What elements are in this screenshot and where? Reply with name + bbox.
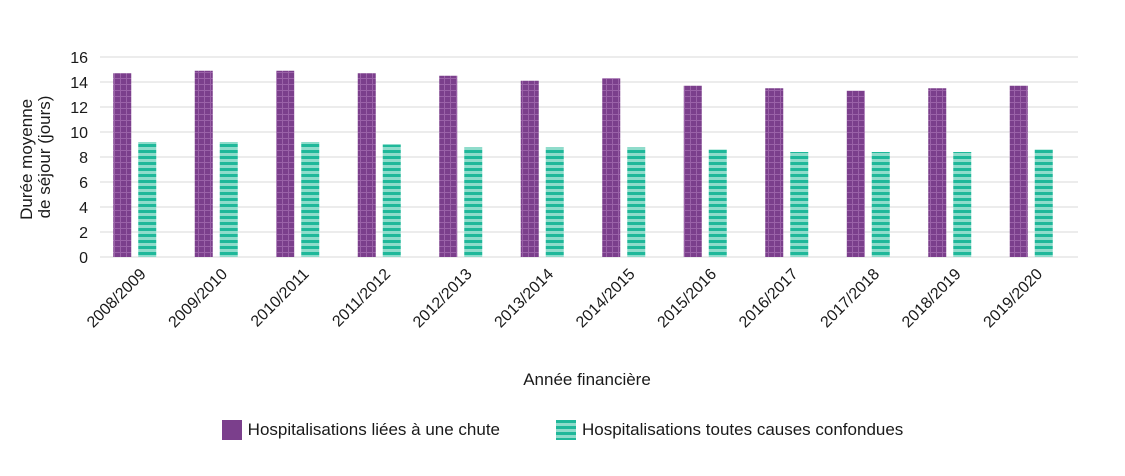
y-tick-label: 16 xyxy=(70,50,88,67)
bar-falls xyxy=(928,88,947,257)
x-tick-label: 2015/2016 xyxy=(655,266,721,332)
x-axis-title: Année financière xyxy=(523,370,651,389)
bar-falls xyxy=(1009,85,1028,257)
legend-label-all-causes: Hospitalisations toutes causes confondue… xyxy=(582,420,904,439)
y-axis-title-line2: de séjour (jours) xyxy=(35,96,54,219)
x-tick-label: 2018/2019 xyxy=(899,266,965,332)
bar-falls xyxy=(113,73,132,257)
x-tick-label: 2013/2014 xyxy=(492,266,558,332)
bar-all-causes xyxy=(1034,149,1053,257)
y-tick-label: 2 xyxy=(79,225,88,242)
bar-falls xyxy=(276,70,295,257)
bar-falls xyxy=(683,85,702,257)
x-tick-label: 2014/2015 xyxy=(573,266,639,332)
bar-all-causes xyxy=(627,147,646,257)
x-tick-label: 2016/2017 xyxy=(736,266,802,332)
bar-all-causes xyxy=(464,147,483,257)
x-tick-label: 2010/2011 xyxy=(248,266,313,331)
legend-label-falls: Hospitalisations liées à une chute xyxy=(247,420,500,439)
bar-all-causes xyxy=(545,147,564,257)
bar-falls xyxy=(439,75,458,257)
bar-all-causes xyxy=(301,142,320,257)
bar-falls xyxy=(846,90,865,257)
y-tick-label: 6 xyxy=(79,175,88,192)
legend-swatch-all-causes xyxy=(556,420,576,440)
y-axis-ticks: 0 2 4 6 8 10 12 14 16 xyxy=(70,50,88,267)
y-tick-label: 0 xyxy=(79,250,88,267)
bar-all-causes xyxy=(138,142,157,257)
y-tick-label: 10 xyxy=(70,125,88,142)
y-tick-label: 14 xyxy=(70,75,88,92)
bar-all-causes xyxy=(219,142,238,257)
x-tick-label: 2008/2009 xyxy=(84,266,150,332)
gridlines xyxy=(100,56,1078,258)
bar-all-causes xyxy=(871,152,890,257)
bar-all-causes xyxy=(382,144,401,257)
y-tick-label: 12 xyxy=(70,100,88,117)
bars xyxy=(113,70,1053,257)
x-tick-label: 2017/2018 xyxy=(818,266,884,332)
y-tick-label: 4 xyxy=(79,200,88,217)
x-tick-label: 2011/2012 xyxy=(329,266,394,331)
bar-falls xyxy=(357,73,376,257)
bar-all-causes xyxy=(953,152,972,257)
bar-falls xyxy=(602,78,621,257)
legend-item-falls: Hospitalisations liées à une chute xyxy=(221,420,500,440)
x-tick-label: 2019/2020 xyxy=(981,266,1047,332)
y-tick-label: 8 xyxy=(79,150,88,167)
bar-chart: 0 2 4 6 8 10 12 14 16 2008/2009 2009/2010 2010/201… xyxy=(17,50,1078,389)
bar-falls xyxy=(194,70,213,257)
x-tick-label: 2009/2010 xyxy=(166,266,232,332)
x-axis-ticks: 2008/2009 2009/2010 2010/2011 2011/2012 2012… xyxy=(84,266,1046,332)
legend: Hospitalisations liées à une chute Hospi… xyxy=(0,420,1125,440)
legend-swatch-falls xyxy=(221,420,242,440)
x-tick-label: 2012/2013 xyxy=(410,266,476,332)
bar-falls xyxy=(765,88,784,257)
y-axis-title-line1: Durée moyenne xyxy=(17,99,36,220)
legend-item-all-causes: Hospitalisations toutes causes confondue… xyxy=(556,420,903,440)
y-axis-title: Durée moyenne de séjour (jours) xyxy=(17,94,54,220)
bar-all-causes xyxy=(708,149,727,257)
bar-falls xyxy=(520,80,539,257)
bar-all-causes xyxy=(790,152,809,257)
